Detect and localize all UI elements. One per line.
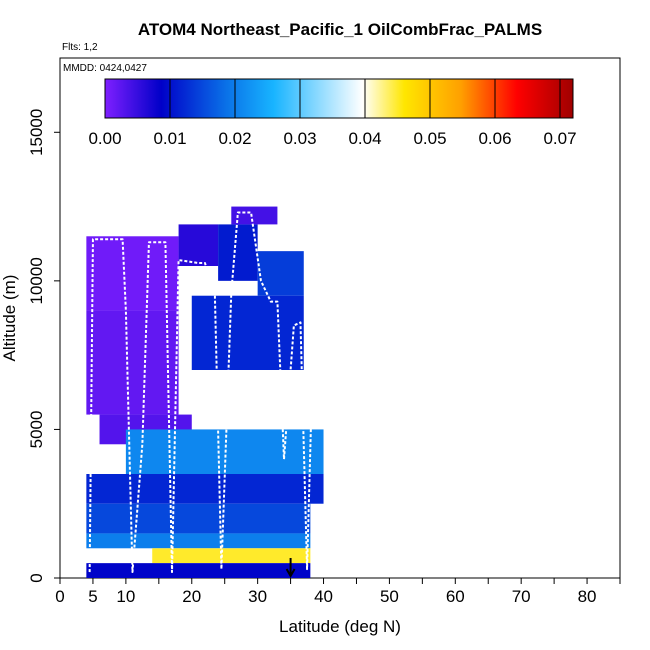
dates-label: MMDD: 0424,0427 [63, 63, 147, 74]
colorbar-tick-label: 0.01 [153, 129, 186, 148]
flights-label: Flts: 1,2 [62, 42, 98, 53]
flight-tracks [88, 211, 315, 574]
y-tick-label: 5000 [27, 411, 46, 449]
flight-track-line [88, 211, 315, 574]
heatmap-cell [86, 563, 311, 578]
heatmap-cell [86, 503, 311, 534]
colorbar-tick-label: 0.00 [88, 129, 121, 148]
y-tick-label: 0 [27, 573, 46, 582]
heatmap-cell [191, 295, 304, 370]
colorbar-tick-label: 0.07 [543, 129, 576, 148]
x-tick-label: 70 [512, 587, 531, 606]
heatmap-cell [86, 533, 311, 549]
plot-frame [59, 57, 621, 579]
heatmap-cell [218, 224, 258, 281]
y-tick-label: 10000 [27, 257, 46, 304]
colorbar-tick-label: 0.03 [283, 129, 316, 148]
heatmap-cell [86, 310, 179, 415]
y-axis-label: Altitude (m) [0, 275, 19, 362]
x-tick-label: 80 [578, 587, 597, 606]
x-tick-label: 40 [314, 587, 333, 606]
x-tick-label: 10 [116, 587, 135, 606]
x-tick-label: 0 [55, 587, 64, 606]
axes: 0 5 10 20 30 40 50 60 70 80 0 5000 10000 15000 [27, 109, 621, 606]
marker-arrow-head [285, 568, 296, 579]
x-tick-label: 30 [248, 587, 267, 606]
colorbar-tick-label: 0.06 [478, 129, 511, 148]
heatmap-cell [86, 236, 179, 311]
heatmap-cell [178, 224, 219, 266]
colorbar-tick-label: 0.05 [413, 129, 446, 148]
colorbar-tick-label: 0.04 [348, 129, 381, 148]
x-tick-label: 20 [182, 587, 201, 606]
heatmap-cells [86, 206, 324, 578]
colorbar-tick-label: 0.02 [218, 129, 251, 148]
heatmap-cell [152, 548, 311, 564]
x-tick-label: 5 [88, 587, 97, 606]
colorbar: 0.00 0.01 0.02 0.03 0.04 0.05 0.06 0.07 [88, 78, 577, 148]
chart-title: ATOM4 Northeast_Pacific_1 OilCombFrac_PA… [138, 20, 542, 39]
x-axis-label: Latitude (deg N) [279, 617, 401, 636]
heatmap-cell [231, 206, 278, 225]
x-tick-label: 50 [380, 587, 399, 606]
location-marker [285, 558, 296, 579]
x-tick-label: 60 [446, 587, 465, 606]
y-tick-label: 15000 [27, 109, 46, 156]
colorbar-gradient [104, 78, 574, 119]
heatmap-cell [86, 474, 324, 504]
